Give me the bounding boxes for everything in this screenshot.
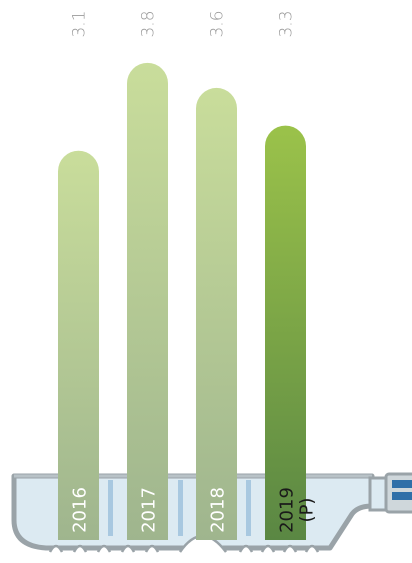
category-label-2018: 2018 (208, 487, 229, 533)
bar-2016 (58, 150, 99, 540)
value-label-2019: 3.3 (277, 10, 297, 37)
category-suffix-2019: (P) (297, 498, 318, 523)
rack-bubbles (48, 534, 320, 553)
value-labels-layer: 3.1 3.8 3.6 3.3 (70, 10, 297, 37)
bar-2019 (265, 125, 306, 540)
rack-dividers (108, 480, 251, 536)
value-label-2017: 3.8 (139, 10, 159, 37)
bars-layer (58, 62, 306, 540)
cap-icon (384, 472, 412, 514)
rack-neck (368, 476, 388, 512)
category-label-2016: 2016 (70, 487, 91, 533)
value-label-2018: 3.6 (208, 10, 228, 37)
bar-2017 (127, 62, 168, 540)
category-label-2019: 2019 (277, 487, 298, 533)
value-label-2016: 3.1 (70, 10, 90, 37)
category-labels-layer: 2016 2017 2018 2019 (P) (70, 487, 318, 533)
category-label-2017: 2017 (139, 487, 160, 533)
bar-2018 (196, 87, 237, 540)
